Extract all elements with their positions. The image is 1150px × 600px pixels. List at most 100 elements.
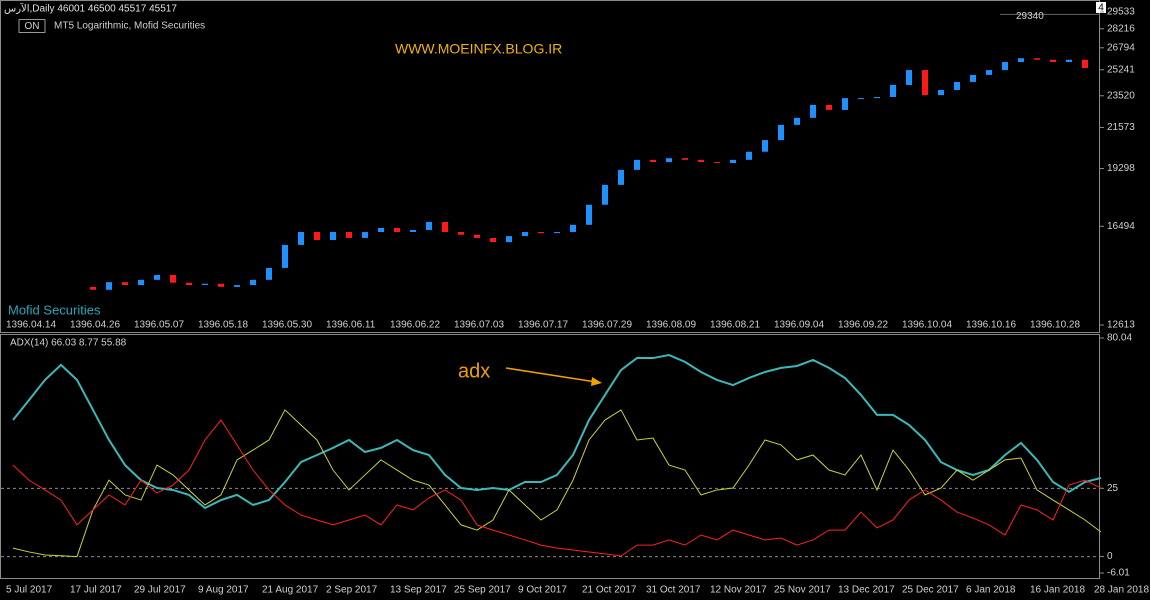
- x-tick-label: 9 Aug 2017: [198, 585, 249, 596]
- chart-subtitle: MT5 Logarithmic, Mofid Securities: [54, 21, 205, 32]
- candle: [666, 158, 672, 163]
- y-tick-label: 28216: [1107, 23, 1135, 34]
- candle: [602, 184, 608, 205]
- x-tick-label: 13 Dec 2017: [838, 585, 895, 596]
- x-tick-label: 1396.07.17: [518, 320, 568, 331]
- candle: [1018, 58, 1024, 63]
- annotation-arrowhead: [591, 377, 602, 386]
- candle: [986, 70, 992, 75]
- x-tick-label: 13 Sep 2017: [390, 585, 447, 596]
- candle: [474, 234, 480, 238]
- x-tick-label: 29 Jul 2017: [134, 585, 186, 596]
- y-tick-label: 23520: [1107, 90, 1135, 101]
- y-tick-label: 29533: [1107, 7, 1135, 18]
- candle: [634, 159, 640, 170]
- x-tick-label: 1396.04.26: [70, 320, 120, 331]
- y-tick-label: 0: [1107, 551, 1113, 562]
- candle: [970, 74, 976, 82]
- x-tick-label: 1396.05.18: [198, 320, 248, 331]
- x-tick-label: 2 Sep 2017: [326, 585, 378, 596]
- x-tick-label: 1396.10.28: [1030, 320, 1080, 331]
- y-tick-label: 12613: [1107, 320, 1135, 331]
- candle: [506, 236, 512, 243]
- x-tick-label: 1396.07.29: [582, 320, 632, 331]
- candle: [122, 282, 128, 286]
- adx-panel-frame: [0, 334, 1100, 579]
- candle: [170, 274, 176, 283]
- candle: [858, 98, 864, 100]
- candle: [554, 232, 560, 234]
- symbol-header: الآرس,Daily 46001 46500 45517 45517: [4, 3, 177, 15]
- candle: [1066, 59, 1072, 63]
- candle: [490, 237, 496, 243]
- candle: [826, 104, 832, 110]
- candle: [90, 286, 96, 290]
- x-tick-label: 21 Aug 2017: [262, 585, 319, 596]
- candle: [250, 279, 256, 286]
- candle: [1034, 58, 1040, 60]
- candle: [890, 84, 896, 98]
- candle: [938, 90, 944, 96]
- y-tick-label: 19298: [1107, 163, 1135, 174]
- y-tick-label: 26794: [1107, 42, 1135, 53]
- candle: [218, 283, 224, 287]
- indicator-line: [12, 419, 1102, 557]
- candle: [234, 285, 240, 287]
- broker-watermark: Mofid Securities: [8, 302, 101, 317]
- candle: [698, 159, 704, 163]
- x-tick-label: 1396.05.30: [262, 320, 312, 331]
- price-panel-frame: [0, 0, 1100, 333]
- candle: [522, 232, 528, 237]
- candle: [362, 232, 368, 238]
- x-tick-label: 5 Jul 2017: [6, 585, 53, 596]
- x-tick-label: 28 Jan 2018: [1094, 585, 1149, 596]
- x-tick-label: 12 Nov 2017: [710, 585, 767, 596]
- y-tick-label: -6.01: [1107, 568, 1130, 579]
- x-tick-label: 16 Jan 2018: [1030, 585, 1085, 596]
- candle: [618, 169, 624, 185]
- corner-tag: [1096, 2, 1106, 13]
- x-tick-label: 31 Oct 2017: [646, 585, 701, 596]
- on-button-label[interactable]: ON: [25, 21, 40, 32]
- candle: [714, 162, 720, 164]
- y-tick-label: 21573: [1107, 122, 1135, 133]
- candle: [1082, 59, 1088, 69]
- indicator-line: [12, 409, 1102, 558]
- x-tick-label: 1396.08.21: [710, 320, 760, 331]
- candle: [842, 98, 848, 110]
- watermark-url: WWW.MOEINFX.BLOG.IR: [395, 41, 562, 57]
- indicator-line: [12, 354, 1102, 510]
- candle: [538, 232, 544, 234]
- y-tick-label: 80.04: [1107, 333, 1132, 344]
- candle: [954, 81, 960, 91]
- x-tick-label: 25 Nov 2017: [774, 585, 831, 596]
- candle: [458, 232, 464, 235]
- adx-annotation: adx: [458, 360, 490, 382]
- candle: [202, 283, 208, 286]
- x-tick-label: 1396.05.07: [134, 320, 184, 331]
- candle: [730, 159, 736, 164]
- candle: [394, 227, 400, 233]
- candle: [314, 232, 320, 241]
- y-tick-label: 16494: [1107, 221, 1135, 232]
- x-tick-label: 1396.09.04: [774, 320, 824, 331]
- candle: [570, 224, 576, 233]
- x-tick-label: 21 Oct 2017: [582, 585, 637, 596]
- candle: [282, 244, 288, 268]
- candle: [186, 282, 192, 286]
- candle: [1050, 59, 1056, 63]
- candle: [650, 159, 656, 163]
- candle: [874, 97, 880, 99]
- candle: [346, 232, 352, 238]
- x-tick-label: 9 Oct 2017: [518, 585, 567, 596]
- candle: [762, 140, 768, 152]
- candle: [778, 124, 784, 141]
- x-tick-label: 17 Jul 2017: [70, 585, 122, 596]
- on-button[interactable]: [18, 19, 46, 33]
- corner-tag-label: 4: [1098, 3, 1104, 14]
- x-tick-label: 1396.07.03: [454, 320, 504, 331]
- x-tick-label: 1396.06.11: [326, 320, 376, 331]
- x-tick-label: 1396.04.14: [6, 320, 56, 331]
- x-tick-label: 1396.10.04: [902, 320, 952, 331]
